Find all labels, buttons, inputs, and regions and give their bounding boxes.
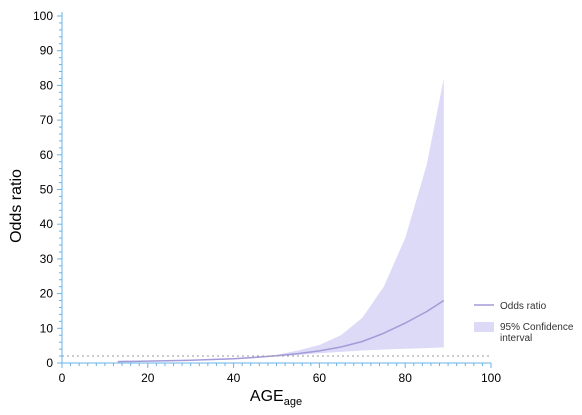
- odds-ratio-line: [117, 299, 445, 363]
- x-tick-label: 20: [141, 371, 155, 385]
- axes: [57, 12, 492, 368]
- x-tick-label: 80: [399, 371, 413, 385]
- y-tick-label: 10: [40, 321, 54, 335]
- confidence-band-layer: [117, 78, 444, 362]
- legend-confidence-line-2: interval: [500, 333, 532, 344]
- y-tick-label: 90: [40, 44, 54, 58]
- odds-ratio-line-layer: [117, 299, 445, 363]
- legend-confidence-label: 95% Confidence interval: [500, 322, 576, 344]
- x-tick-label: 40: [227, 371, 241, 385]
- x-axis-title: AGEage: [250, 388, 302, 408]
- y-tick-label: 40: [40, 217, 54, 231]
- y-tick-label: 80: [40, 78, 54, 92]
- y-tick-label: 20: [40, 287, 54, 301]
- x-tick-label: 0: [59, 371, 66, 385]
- x-axis-title-subscript: age: [284, 396, 302, 408]
- y-tick-label: 50: [40, 183, 54, 197]
- y-tick-label: 30: [40, 252, 54, 266]
- y-tick-label: 0: [46, 356, 53, 370]
- y-tick-label: 70: [40, 113, 54, 127]
- y-tick-label: 100: [33, 9, 53, 23]
- y-tick-label: 60: [40, 148, 54, 162]
- legend-confidence-line-1: 95% Confidence: [500, 322, 574, 333]
- legend: Odds ratio 95% Confidence interval: [474, 301, 576, 344]
- x-tick-label: 100: [481, 371, 501, 385]
- tick-labels: 0 10 20 30 40 50 60 70 80 90 100 0 20 40 60 80 100: [33, 9, 501, 385]
- confidence-band: [117, 78, 444, 362]
- legend-confidence-swatch: [474, 322, 494, 332]
- x-axis-title-main: AGE: [250, 388, 284, 405]
- y-axis-title: Odds ratio: [8, 169, 25, 243]
- legend-odds-ratio-label: Odds ratio: [500, 301, 547, 312]
- x-tick-label: 60: [313, 371, 327, 385]
